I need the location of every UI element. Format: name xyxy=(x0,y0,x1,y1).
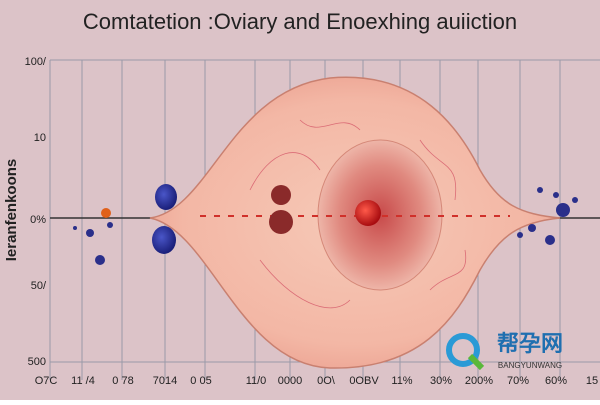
x-tick-label: 15 xyxy=(586,375,598,387)
orange-dot xyxy=(101,208,111,218)
y-tick-label: 0% xyxy=(30,214,46,226)
x-tick-label: 0 05 xyxy=(190,375,211,387)
y-tick-label: 100/ xyxy=(25,56,47,68)
title: Comtatetion :Oviary and Enoexhing auiict… xyxy=(83,9,517,34)
cell xyxy=(269,210,293,234)
particles xyxy=(73,187,578,265)
blue-dot xyxy=(152,226,176,254)
y-tick-label: 500 xyxy=(28,356,46,368)
x-tick-label: 11/0 xyxy=(246,375,267,387)
x-tick-label: 200% xyxy=(465,375,493,387)
x-tick-label: 11% xyxy=(391,375,412,387)
x-tick-label: 11 /4 xyxy=(71,375,95,387)
egg xyxy=(355,200,381,226)
vessels xyxy=(249,119,467,309)
y-tick-label: 50/ xyxy=(31,280,47,292)
x-tick-label: 30% xyxy=(430,375,452,387)
x-tick-label: O7C xyxy=(35,375,58,387)
x-tick-label: 70% xyxy=(507,375,529,387)
x-tick-label: 0 78 xyxy=(112,375,133,387)
y-tick-label: 10 xyxy=(34,132,46,144)
x-tick-label: 0OBV xyxy=(349,375,379,387)
x-tick-label: 60% xyxy=(545,375,567,387)
watermark-name: 帮孕网 xyxy=(497,331,563,356)
x-tick-label: 7014 xyxy=(153,375,177,387)
blue-dot xyxy=(155,184,177,210)
cell xyxy=(271,185,291,205)
x-tick-label: 0O\ xyxy=(317,375,336,387)
watermark-sub: BANGYUNWANG xyxy=(498,361,562,370)
watermark: 帮孕网 BANGYUNWANG xyxy=(446,331,563,371)
y-axis-label: Ieranfenkoons xyxy=(3,159,20,262)
x-tick-label: 0000 xyxy=(278,375,302,387)
